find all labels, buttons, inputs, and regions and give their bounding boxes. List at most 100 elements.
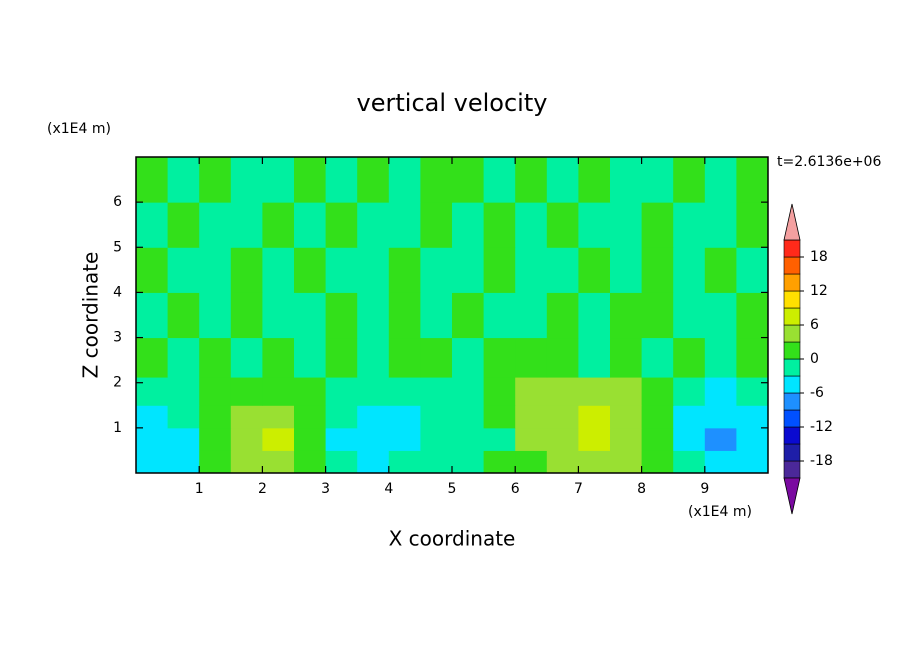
field-cell	[357, 405, 390, 429]
field-cell	[230, 427, 263, 451]
field-cell	[641, 405, 674, 429]
field-cell	[452, 337, 485, 378]
field-cell	[420, 292, 453, 339]
field-cell	[736, 157, 769, 203]
field-cell	[230, 157, 263, 203]
field-cell	[704, 202, 737, 248]
field-cell	[641, 247, 674, 293]
colorbar-tick-label: 12	[810, 283, 828, 299]
colorbar-box	[783, 239, 801, 258]
colorbar-tick-label: -6	[810, 385, 824, 401]
field-cell	[388, 247, 421, 293]
field-cell	[546, 450, 579, 474]
field-cell	[704, 405, 737, 429]
field-cell	[294, 157, 327, 203]
y-tick-label: 4	[113, 284, 122, 300]
chart-title: vertical velocity	[357, 89, 548, 117]
field-cell	[388, 427, 421, 451]
colorbar-box	[783, 324, 801, 343]
field-cell	[578, 202, 611, 248]
field-cell	[736, 247, 769, 293]
field-cell	[673, 202, 706, 248]
field-cell	[736, 450, 769, 474]
colorbar-tick-label: 0	[810, 351, 819, 367]
field-cell	[704, 247, 737, 293]
field-cell	[736, 377, 769, 406]
x-tick-label: 4	[384, 481, 393, 497]
field-cell	[388, 377, 421, 406]
time-annotation: t=2.6136e+06	[777, 154, 881, 170]
field-cell	[546, 202, 579, 248]
field-cell	[420, 427, 453, 451]
field-cell	[262, 377, 295, 406]
field-cell	[167, 202, 200, 248]
field-cell	[388, 450, 421, 474]
x-tick-label: 6	[511, 481, 520, 497]
field-cell	[610, 450, 643, 474]
field-cell	[136, 157, 169, 203]
field-cell	[610, 377, 643, 406]
field-cell	[578, 337, 611, 378]
x-tick-label: 7	[574, 481, 583, 497]
field-cell	[388, 202, 421, 248]
field-cell	[230, 377, 263, 406]
x-tick-label: 8	[637, 481, 646, 497]
field-cell	[515, 157, 548, 203]
field-cell	[325, 247, 358, 293]
field-cell	[515, 405, 548, 429]
field-cell	[420, 157, 453, 203]
colorbar-box	[783, 290, 801, 309]
field-cell	[452, 377, 485, 406]
colorbar-box	[783, 392, 801, 411]
colorbar-box	[783, 375, 801, 394]
field-cell	[199, 405, 232, 429]
field-cell	[357, 337, 390, 378]
field-cell	[673, 292, 706, 339]
field-cell	[641, 157, 674, 203]
field-cell	[357, 202, 390, 248]
field-cell	[325, 157, 358, 203]
field-cell	[452, 427, 485, 451]
field-cell	[230, 202, 263, 248]
field-cell	[673, 405, 706, 429]
field-cell	[420, 450, 453, 474]
field-cell	[167, 450, 200, 474]
field-cell	[136, 202, 169, 248]
field-cell	[325, 450, 358, 474]
field-cell	[388, 405, 421, 429]
field-cell	[610, 202, 643, 248]
field-cell	[420, 247, 453, 293]
x-tick-label: 3	[321, 481, 330, 497]
y-tick-label: 3	[113, 330, 122, 346]
field-cell	[230, 337, 263, 378]
field-cell	[641, 450, 674, 474]
y-tick-label: 1	[113, 420, 122, 436]
field-cell	[515, 377, 548, 406]
field-cell	[167, 337, 200, 378]
field-cell	[483, 337, 516, 378]
field-cell	[483, 450, 516, 474]
field-cell	[294, 450, 327, 474]
field-cell	[136, 292, 169, 339]
field-cell	[736, 292, 769, 339]
field-cell	[704, 337, 737, 378]
colorbar-box	[783, 426, 801, 445]
field-cell	[294, 377, 327, 406]
field-cell	[483, 247, 516, 293]
field-cell	[199, 202, 232, 248]
field-cell	[578, 292, 611, 339]
field-cell	[325, 337, 358, 378]
field-cell	[294, 405, 327, 429]
field-cell	[388, 292, 421, 339]
field-cell	[673, 247, 706, 293]
field-cell	[199, 450, 232, 474]
field-cell	[167, 427, 200, 451]
field-cell	[483, 157, 516, 203]
y-tick-label: 6	[113, 194, 122, 210]
colorbar-tick-label: -12	[810, 419, 833, 435]
field-cell	[673, 427, 706, 451]
field-cell	[610, 405, 643, 429]
field-cell	[452, 247, 485, 293]
field-cell	[641, 292, 674, 339]
